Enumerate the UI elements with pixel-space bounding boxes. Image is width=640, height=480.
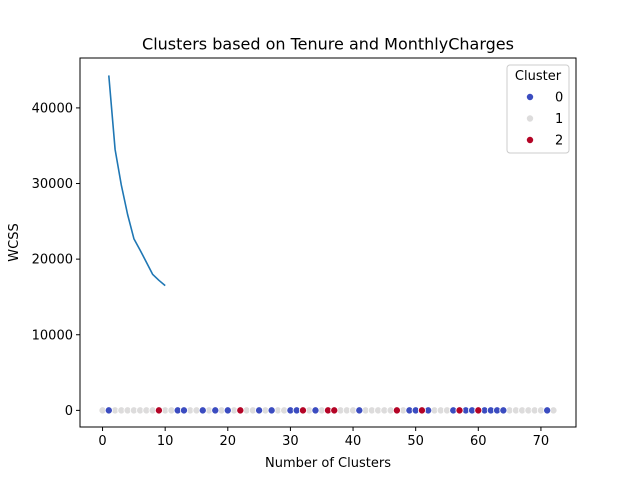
x-tick-label: 40 [345,434,362,449]
x-tick-label: 0 [98,434,106,449]
scatter-point-cluster-0 [543,406,552,415]
scatter-point-cluster-0 [104,406,113,415]
scatter-point-cluster-2 [474,406,483,415]
scatter-point-cluster-0 [355,406,364,415]
legend: Cluster 0 1 2 [506,64,570,154]
scatter-point-cluster-2 [330,406,339,415]
x-tick-label: 10 [157,434,174,449]
legend-marker-0 [526,93,535,102]
x-axis-label: Number of Clusters [265,456,391,471]
y-axis: 0 10000 20000 30000 40000 [32,101,80,419]
scatter-point-cluster-2 [455,406,464,415]
wcss-line [108,75,166,287]
x-tick-label: 30 [282,434,299,449]
scatter-point-cluster-0 [198,406,207,415]
scatter-point-cluster-2 [392,406,401,415]
scatter-point-cluster-0 [211,406,220,415]
scatter-point-cluster-0 [499,406,508,415]
scatter-point-cluster-2 [154,406,163,415]
y-tick-label: 0 [65,404,73,419]
legend-label-0: 0 [555,91,563,106]
scatter-point-cluster-0 [311,406,320,415]
y-tick-label: 30000 [32,177,73,192]
legend-label-1: 1 [555,112,563,127]
y-axis-label: WCSS [7,223,22,261]
y-tick-label: 10000 [32,328,73,343]
legend-label-2: 2 [555,134,563,149]
chart-title: Clusters based on Tenure and MonthlyChar… [142,35,514,54]
scatter-point-cluster-2 [417,406,426,415]
x-tick-label: 70 [533,434,550,449]
scatter-point-cluster-0 [255,406,264,415]
plot-area [98,75,558,415]
scatter-point-cluster-2 [298,406,307,415]
legend-marker-2 [526,135,535,144]
scatter-point-cluster-0 [179,406,188,415]
legend-marker-1 [526,114,535,123]
x-tick-label: 60 [470,434,487,449]
legend-box [506,64,570,154]
scatter-point-cluster-0 [267,406,276,415]
y-tick-label: 20000 [32,253,73,268]
axes-frame [79,57,577,428]
scatter-point-cluster-2 [236,406,245,415]
x-axis: 0 10 20 30 40 50 60 70 [98,427,549,449]
scatter-point-cluster-0 [223,406,232,415]
x-tick-label: 50 [407,434,424,449]
y-tick-label: 40000 [32,101,73,116]
legend-title: Cluster [515,69,562,84]
x-tick-label: 20 [220,434,237,449]
